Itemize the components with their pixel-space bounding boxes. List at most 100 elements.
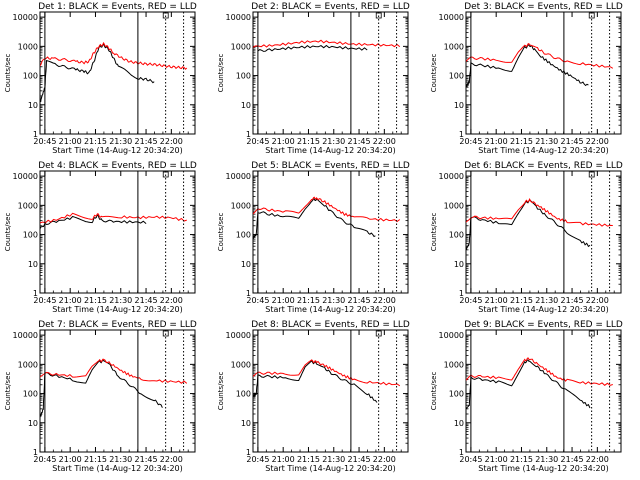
x-tick-label: 22:00 — [586, 296, 609, 305]
x-axis-label: Start Time (14-Aug-12 20:34:20) — [52, 464, 183, 473]
y-tick-label: 10000 — [226, 172, 251, 181]
x-tick-label: 21:45 — [348, 455, 371, 464]
x-tick-label: 20:45 — [459, 455, 482, 464]
x-tick-label: 21:15 — [84, 296, 107, 305]
x-tick-label: 21:00 — [59, 137, 82, 146]
x-tick-label: 21:30 — [109, 455, 132, 464]
y-tick-label: 1000 — [231, 201, 251, 210]
x-tick-label: 22:00 — [160, 455, 183, 464]
y-tick-label: 1000 — [444, 360, 464, 369]
x-tick-label: 20:45 — [459, 137, 482, 146]
y-tick-label: 1 — [33, 448, 38, 457]
chart-title: Det 2: BLACK = Events, RED = LLD — [251, 2, 410, 12]
series-line-lld — [253, 359, 401, 387]
plot-frame — [465, 329, 622, 453]
x-axis-label: Start Time (14-Aug-12 20:34:20) — [52, 305, 183, 314]
x-tick-label: 21:00 — [272, 137, 295, 146]
y-tick-label: 10 — [454, 101, 464, 110]
chart-title: Det 7: BLACK = Events, RED = LLD — [38, 320, 197, 330]
series-line-events — [257, 44, 368, 52]
x-tick-label: 22:00 — [373, 137, 396, 146]
y-axis-label: Counts/sec — [430, 213, 438, 252]
panel-det-3: Det 3: BLACK = Events, RED = LLD Counts/s… — [430, 2, 623, 155]
y-tick-label: 10000 — [13, 331, 38, 340]
x-axis-label: Start Time (14-Aug-12 20:34:20) — [478, 146, 609, 155]
panel-det-2: Det 2: BLACK = Events, RED = LLD Counts/s… — [217, 2, 410, 155]
y-tick-label: 10 — [28, 419, 38, 428]
y-axis-label: Counts/sec — [217, 213, 225, 252]
y-tick-label: 10 — [454, 419, 464, 428]
y-tick-label: 1000 — [231, 42, 251, 51]
y-tick-label: 1 — [246, 130, 251, 139]
y-tick-label: 100 — [449, 72, 464, 81]
x-tick-label: 21:15 — [84, 455, 107, 464]
x-tick-label: 20:45 — [33, 455, 56, 464]
chart-title: Det 3: BLACK = Events, RED = LLD — [464, 2, 623, 12]
x-tick-label: 20:45 — [246, 137, 269, 146]
plot-frame — [252, 329, 409, 453]
y-tick-label: 1000 — [231, 360, 251, 369]
x-tick-label: 21:45 — [135, 296, 158, 305]
y-axis-label: Counts/sec — [430, 54, 438, 93]
series-line-events — [40, 359, 163, 418]
series-line-lld — [253, 39, 401, 48]
y-tick-label: 100 — [449, 231, 464, 240]
x-axis-label: Start Time (14-Aug-12 20:34:20) — [265, 305, 396, 314]
y-tick-label: 100 — [23, 390, 38, 399]
x-tick-label: 20:45 — [246, 296, 269, 305]
x-tick-label: 21:30 — [109, 296, 132, 305]
series-line-events — [466, 359, 591, 410]
y-tick-label: 10000 — [226, 13, 251, 22]
series-line-events — [253, 360, 378, 403]
x-tick-label: 21:00 — [272, 296, 295, 305]
y-tick-label: 1000 — [18, 360, 38, 369]
y-tick-label: 10 — [454, 260, 464, 269]
x-tick-label: 22:00 — [586, 137, 609, 146]
x-tick-label: 21:15 — [510, 137, 533, 146]
y-tick-label: 100 — [23, 72, 38, 81]
chart-title: Det 8: BLACK = Events, RED = LLD — [251, 320, 410, 330]
x-tick-label: 21:45 — [561, 137, 584, 146]
plot-frame — [39, 329, 196, 453]
plot-frame — [39, 11, 196, 135]
plot-frame — [39, 170, 196, 294]
y-tick-label: 1000 — [444, 201, 464, 210]
chart-title: Det 6: BLACK = Events, RED = LLD — [464, 161, 623, 171]
x-tick-label: 21:45 — [135, 455, 158, 464]
series-line-lld — [253, 196, 401, 223]
y-tick-label: 1 — [459, 448, 464, 457]
y-tick-label: 100 — [449, 390, 464, 399]
x-tick-label: 21:15 — [297, 137, 320, 146]
x-tick-label: 21:30 — [535, 455, 558, 464]
y-tick-label: 100 — [23, 231, 38, 240]
x-axis-label: Start Time (14-Aug-12 20:34:20) — [478, 305, 609, 314]
chart-title: Det 9: BLACK = Events, RED = LLD — [464, 320, 623, 330]
series-line-lld — [40, 358, 188, 384]
panel-det-8: Det 8: BLACK = Events, RED = LLD Counts/s… — [217, 320, 410, 473]
x-tick-label: 21:30 — [322, 455, 345, 464]
plot-frame — [465, 170, 622, 294]
y-tick-label: 10 — [28, 101, 38, 110]
x-tick-label: 21:15 — [297, 455, 320, 464]
x-tick-label: 21:30 — [109, 137, 132, 146]
x-tick-label: 21:00 — [485, 137, 508, 146]
x-tick-label: 22:00 — [586, 455, 609, 464]
chart-title: Det 1: BLACK = Events, RED = LLD — [38, 2, 197, 12]
x-tick-label: 21:00 — [59, 455, 82, 464]
x-tick-label: 21:45 — [561, 296, 584, 305]
y-tick-label: 100 — [236, 390, 251, 399]
x-axis-label: Start Time (14-Aug-12 20:34:20) — [478, 464, 609, 473]
series-line-lld — [466, 357, 613, 386]
x-tick-label: 20:45 — [246, 455, 269, 464]
y-tick-label: 10 — [241, 260, 251, 269]
y-axis-label: Counts/sec — [217, 54, 225, 93]
y-tick-label: 10000 — [13, 13, 38, 22]
x-tick-label: 22:00 — [373, 296, 396, 305]
x-axis-label: Start Time (14-Aug-12 20:34:20) — [265, 464, 396, 473]
y-tick-label: 10000 — [439, 13, 464, 22]
x-tick-label: 20:45 — [33, 296, 56, 305]
x-tick-label: 21:45 — [348, 137, 371, 146]
y-tick-label: 1 — [33, 130, 38, 139]
x-tick-label: 21:45 — [135, 137, 158, 146]
